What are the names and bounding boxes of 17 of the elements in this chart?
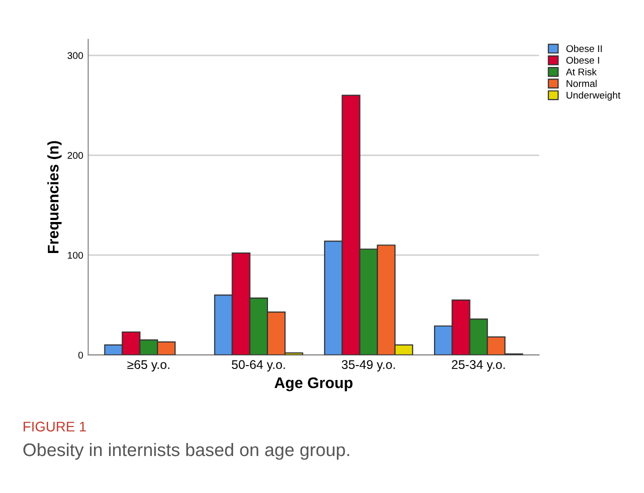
legend-label: Normal: [566, 80, 597, 88]
caption: FIGURE 1: [24, 422, 86, 432]
y-axis-title: Frequencies (n): [47, 141, 62, 254]
text: Obesity in internists based on age group.: [23, 442, 350, 460]
x-tick-label: ≥65 y.o.: [127, 360, 170, 372]
x-tick-label: 35-49 y.o.: [342, 360, 395, 372]
y-tick-label: 200: [68, 152, 83, 159]
y-tick-label: 300: [68, 52, 83, 60]
x-axis-title: Age Group: [274, 377, 352, 392]
legend-label: At Risk: [566, 68, 597, 76]
y-tick-label: 0: [78, 352, 83, 359]
legend-label: Underweight: [566, 92, 620, 101]
legend-label: Obese I: [566, 56, 600, 64]
x-tick-label: 25-34 y.o.: [452, 360, 505, 372]
legend-label: Obese II: [566, 44, 602, 52]
y-tick-label: 100: [68, 252, 83, 259]
x-tick-label: 50-64 y.o.: [232, 360, 285, 372]
